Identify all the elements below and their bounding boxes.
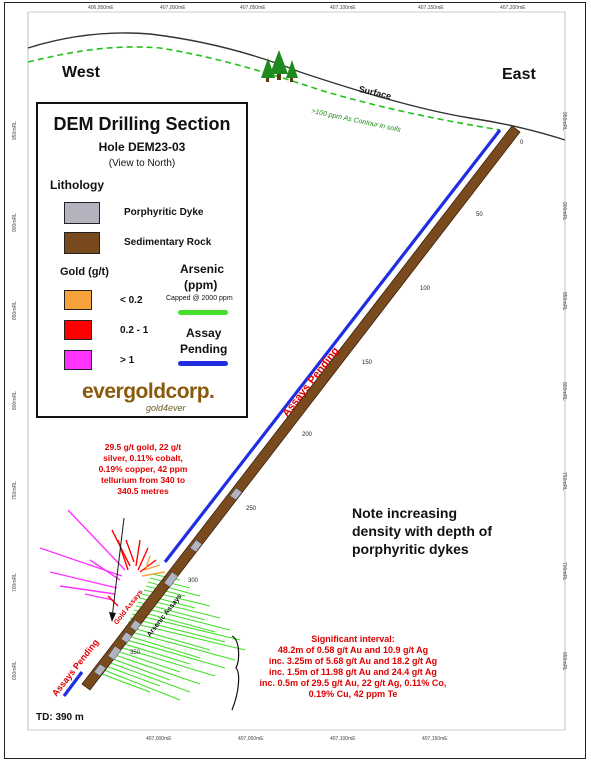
- grid-rl-label: 950mRL: [561, 112, 567, 131]
- evergold-tagline: gold4ever: [146, 403, 186, 413]
- grid-easting-label: 407,100mE: [330, 5, 356, 11]
- east-label: East: [502, 66, 536, 83]
- grid-rl-label: 850mRL: [12, 301, 18, 320]
- evergold-logo: evergoldcorp.: [82, 380, 215, 403]
- assay-pending-label-1: Assay: [186, 326, 222, 340]
- grid-rl-label: 800mRL: [561, 382, 567, 401]
- significant-interval-brace: [231, 635, 240, 711]
- depth-tick-label: 300: [188, 578, 199, 584]
- grid-easting-label: 407,200mE: [500, 5, 526, 11]
- drill-hole-trace: [81, 125, 521, 691]
- grid-rl-label: 650mRL: [12, 661, 18, 680]
- significant-interval-text: Significant interval: 48.2m of 0.58 g/t …: [238, 634, 468, 700]
- callout-line: tellurium from 340 to: [100, 475, 186, 485]
- significant-line: Significant interval:: [311, 634, 395, 644]
- dyke-segment: [93, 663, 107, 677]
- significant-line: inc. 0.5m of 29.5 g/t Au, 22 g/t Ag, 0.1…: [259, 678, 447, 688]
- grid-rl-label: 750mRL: [561, 472, 567, 491]
- grid-easting-label: 407,150mE: [422, 736, 448, 742]
- grid-easting-label: 406,950mE: [88, 5, 114, 11]
- porphyritic-dyke-swatch: [64, 202, 100, 224]
- grid-easting-label: 407,150mE: [418, 5, 444, 11]
- grid-easting-label: 407,050mE: [240, 5, 266, 11]
- legend-hole: Hole DEM23-03: [98, 140, 186, 154]
- depth-tick-label: 50: [476, 212, 483, 218]
- grid-easting-label: 407,100mE: [330, 736, 356, 742]
- callout-line: 29.5 g/t gold, 22 g/t: [104, 442, 182, 452]
- grid-rl-label: 650mRL: [561, 652, 567, 671]
- legend-box: DEM Drilling Section Hole DEM23-03 (View…: [36, 102, 248, 418]
- sedimentary-rock-swatch: [64, 232, 100, 254]
- significant-line: 0.19% Cu, 42 ppm Te: [308, 689, 398, 699]
- gold-assay-bars: [39, 509, 166, 607]
- arsenic-unit: (ppm): [184, 278, 218, 292]
- gold-heading: Gold (g/t): [60, 266, 109, 278]
- gold-high-swatch: [64, 350, 92, 370]
- gold-mid-swatch: [64, 320, 92, 340]
- grid-easting-label: 407,050mE: [238, 736, 264, 742]
- as-contour-line: [27, 46, 501, 131]
- note-line: Note increasing: [352, 505, 458, 521]
- surface-line: [27, 32, 566, 141]
- significant-line: 48.2m of 0.58 g/t Au and 10.9 g/t Ag: [277, 645, 429, 655]
- gold-mid-label: 0.2 - 1: [120, 325, 149, 336]
- dyke-segment: [163, 571, 179, 588]
- grid-rl-label: 850mRL: [561, 292, 567, 311]
- depth-tick-label: 100: [420, 286, 431, 292]
- lithology-heading: Lithology: [50, 178, 104, 192]
- assay-pending-bar-upper: [163, 129, 502, 563]
- gold-intercept-callout: 29.5 g/t gold, 22 g/t silver, 0.11% coba…: [78, 442, 208, 497]
- porphyritic-dyke-label: Porphyritic Dyke: [124, 207, 204, 218]
- grid-rl-label: 900mRL: [12, 213, 18, 232]
- dyke-segment: [120, 631, 133, 644]
- grid-easting-label: 407,000mE: [146, 736, 172, 742]
- grid-rl-label: 900mRL: [561, 202, 567, 221]
- note-line: density with depth of: [352, 523, 492, 539]
- arsenic-cap: Capped @ 2000 ppm: [166, 295, 233, 302]
- callout-line: 0.19% copper, 42 ppm: [98, 464, 188, 474]
- west-label: West: [62, 64, 100, 81]
- dyke-segment: [189, 539, 203, 553]
- grid-rl-label: 800mRL: [12, 391, 18, 410]
- assay-pending-swatch: [178, 361, 228, 366]
- dyke-density-note: Note increasing density with depth of po…: [352, 504, 492, 558]
- grid-rl-label: 700mRL: [12, 573, 18, 592]
- depth-tick-label: 150: [362, 360, 373, 366]
- callout-arrow: [111, 517, 125, 619]
- arsenic-heading: Arsenic: [180, 262, 225, 276]
- sedimentary-rock-label: Sedimentary Rock: [124, 237, 212, 248]
- assay-pending-label-2: Pending: [180, 342, 228, 356]
- legend-title: DEM Drilling Section: [53, 114, 231, 134]
- callout-line: 340.5 metres: [117, 486, 169, 496]
- dyke-segment: [107, 645, 122, 661]
- arsenic-swatch: [178, 310, 228, 315]
- significant-line: inc. 3.25m of 5.68 g/t Au and 18.2 g/t A…: [268, 656, 438, 666]
- significant-line: inc. 1.5m of 11.98 g/t Au and 24.4 g/t A…: [269, 667, 437, 677]
- depth-tick-label: 350: [130, 650, 141, 656]
- tree-icon: [261, 50, 298, 82]
- depth-tick-label: 250: [246, 506, 257, 512]
- dyke-segment: [229, 487, 243, 501]
- dyke-segment: [129, 619, 142, 632]
- gold-high-label: > 1: [120, 355, 135, 366]
- legend-view: (View to North): [108, 158, 176, 169]
- depth-tick-label: 200: [302, 432, 313, 438]
- callout-arrowhead: [109, 612, 116, 622]
- gold-low-label: < 0.2: [120, 295, 143, 306]
- total-depth-label: TD: 390 m: [36, 712, 84, 723]
- grid-rl-label: 700mRL: [561, 562, 567, 581]
- gold-low-swatch: [64, 290, 92, 310]
- depth-tick-label: 0: [520, 140, 524, 146]
- grid-rl-label: 750mRL: [12, 481, 18, 500]
- grid-easting-label: 407,000mE: [160, 5, 186, 11]
- assay-pending-bar-lower: [62, 671, 84, 697]
- grid-rl-label: 950mRL: [12, 121, 18, 140]
- callout-line: silver, 0.11% cobalt,: [103, 453, 183, 463]
- note-line: porphyritic dykes: [352, 541, 469, 557]
